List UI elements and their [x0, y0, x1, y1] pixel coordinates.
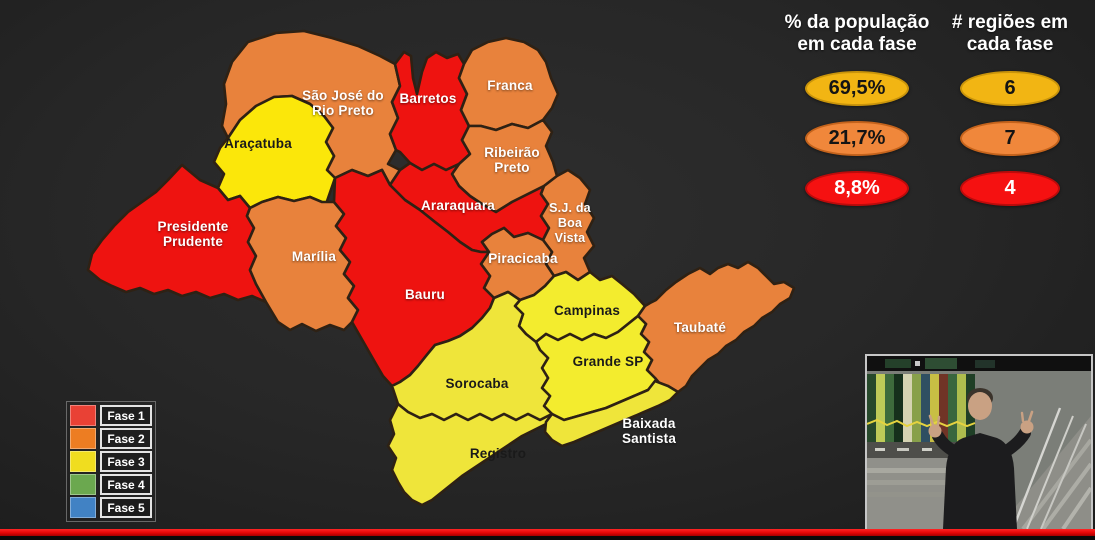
stat-oval: 4: [960, 171, 1060, 206]
interpreter-person: [928, 388, 1034, 529]
region-label-grande-sp: Grande SP: [573, 354, 644, 369]
stair-railing: [1011, 407, 1087, 529]
region-label-araraquara: Araraquara: [421, 198, 495, 213]
mural: [867, 374, 976, 442]
stat-oval: 21,7%: [805, 121, 909, 156]
legend-swatch-fase-5: [70, 497, 96, 518]
legend-swatch-fase-1: [70, 405, 96, 426]
staircase: [997, 416, 1091, 529]
region-count-title-line2: cada fase: [966, 34, 1054, 55]
population-title: % da população em cada fase: [778, 12, 936, 56]
video-top-strip: [867, 356, 1091, 371]
stat-oval: 7: [960, 121, 1060, 156]
bottom-black-strip: [0, 536, 1095, 540]
region-label-barretos: Barretos: [399, 91, 456, 106]
region-registro: [386, 402, 554, 507]
legend-label-fase-1: Fase 1: [100, 405, 152, 426]
region-label-bauru: Bauru: [405, 287, 445, 302]
population-ovals: 69,5% 21,7% 8,8%: [778, 71, 936, 206]
interpreter-head: [968, 392, 992, 420]
baixada-santista-label: Baixada Santista: [622, 416, 676, 446]
legend-row-fase-3: Fase 3: [70, 451, 152, 472]
bottom-red-bar: [0, 529, 1095, 536]
population-title-line1: % da população: [784, 12, 930, 33]
interpreter-body: [943, 433, 1017, 529]
region-count-ovals: 6 7 4: [942, 71, 1078, 206]
stat-oval: 69,5%: [805, 71, 909, 106]
interpreter-right-arm: [999, 427, 1031, 458]
region-baixada-santista: [543, 379, 680, 448]
interpreter-left-hand: [928, 424, 942, 438]
stat-oval: 8,8%: [805, 171, 909, 206]
region-count-title: # regiões em cada fase: [942, 12, 1078, 56]
legend-label-fase-3: Fase 3: [100, 451, 152, 472]
legend-label-fase-4: Fase 4: [100, 474, 152, 495]
legend-row-fase-2: Fase 2: [70, 428, 152, 449]
region-label-presidente-prudente: Presidente Prudente: [157, 219, 228, 249]
legend-label-fase-5: Fase 5: [100, 497, 152, 518]
region-label-taubate: Taubaté: [674, 320, 726, 335]
region-label-registro: Registro: [470, 446, 526, 461]
legend-row-fase-4: Fase 4: [70, 474, 152, 495]
region-label-piracicaba: Piracicaba: [488, 251, 558, 266]
phase-legend: Fase 1 Fase 2 Fase 3 Fase 4 Fase 5: [66, 401, 156, 522]
region-label-campinas: Campinas: [554, 303, 620, 318]
interpreter-right-hand: [1020, 420, 1034, 434]
legend-label-fase-2: Fase 2: [100, 428, 152, 449]
region-count-title-line1: # regiões em: [951, 12, 1069, 33]
interpreter-scene: [867, 356, 1091, 529]
region-label-marilia: Marília: [292, 249, 336, 264]
mural-yellow-line: [867, 418, 976, 428]
region-count-stats-column: # regiões em cada fase 6 7 4: [942, 12, 1078, 206]
region-barretos: [388, 50, 472, 172]
region-label-sao-jose-rio-preto: São José do Rio Preto: [302, 88, 384, 118]
population-title-line2: em cada fase: [797, 34, 917, 55]
stat-oval: 6: [960, 71, 1060, 106]
legend-row-fase-5: Fase 5: [70, 497, 152, 518]
region-label-aracatuba: Araçatuba: [224, 136, 292, 151]
region-label-sorocaba: Sorocaba: [445, 376, 508, 391]
legend-swatch-fase-4: [70, 474, 96, 495]
legend-swatch-fase-2: [70, 428, 96, 449]
legend-swatch-fase-3: [70, 451, 96, 472]
region-label-sj-boa-vista: S.J. da Boa Vista: [549, 201, 592, 245]
region-franca: [457, 36, 560, 132]
region-label-ribeirao-preto: Ribeirão Preto: [484, 145, 540, 175]
population-stats-column: % da população em cada fase 69,5% 21,7% 8,…: [778, 12, 936, 206]
interpreter-left-arm: [932, 430, 961, 458]
interpreter-video: [865, 354, 1093, 531]
legend-row-fase-1: Fase 1: [70, 405, 152, 426]
region-label-franca: Franca: [487, 78, 533, 93]
